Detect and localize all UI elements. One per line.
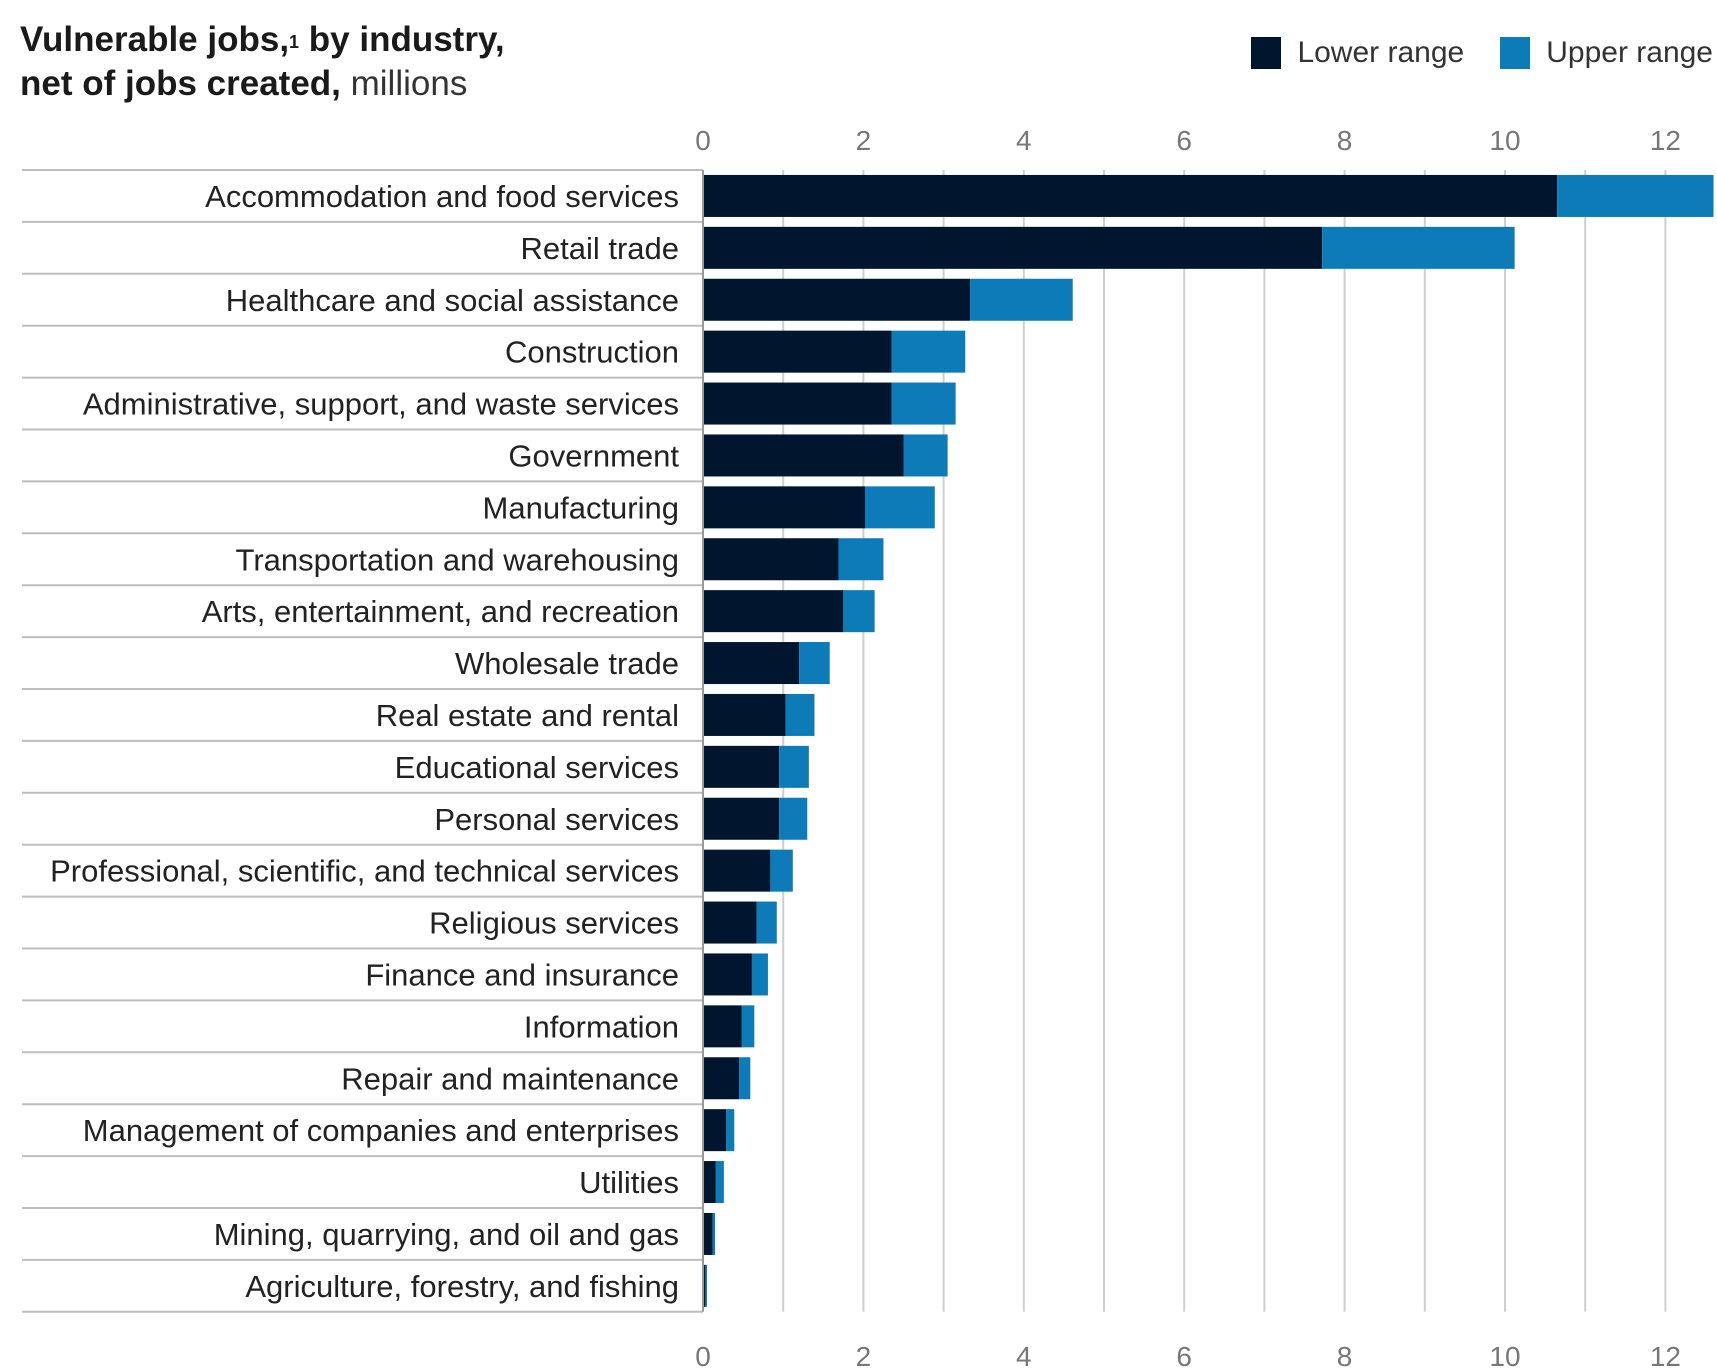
bar-upper-range bbox=[1557, 174, 1714, 217]
bar-upper-range bbox=[739, 1057, 751, 1100]
category-label: Administrative, support, and waste servi… bbox=[83, 387, 679, 422]
bar-lower-range bbox=[703, 693, 786, 736]
category-label: Information bbox=[524, 1009, 679, 1044]
category-label: Accommodation and food services bbox=[205, 179, 679, 214]
category-label: Real estate and rental bbox=[376, 698, 679, 733]
title-line-2: net of jobs created, millions bbox=[20, 62, 505, 106]
bar-lower-range bbox=[703, 1212, 713, 1255]
bar-upper-range bbox=[726, 1109, 735, 1152]
legend: Lower range Upper range bbox=[1215, 36, 1713, 70]
bar-upper-range bbox=[751, 953, 768, 996]
legend-label-upper: Upper range bbox=[1546, 36, 1713, 69]
bar-upper-range bbox=[903, 434, 948, 477]
x-tick-label-bottom: 10 bbox=[1489, 1341, 1520, 1368]
category-label: Mining, quarrying, and oil and gas bbox=[214, 1217, 679, 1252]
bar-upper-range bbox=[1322, 226, 1515, 269]
category-label: Wholesale trade bbox=[455, 646, 679, 681]
title-text-1: Vulnerable jobs, bbox=[20, 20, 290, 59]
category-label: Personal services bbox=[434, 802, 679, 837]
x-tick-label-bottom: 12 bbox=[1650, 1341, 1681, 1368]
footnote-mark: 1 bbox=[289, 32, 300, 52]
bar-upper-range bbox=[799, 642, 830, 685]
x-tick-label-bottom: 2 bbox=[856, 1341, 872, 1368]
bar-lower-range bbox=[703, 226, 1323, 269]
bar-lower-range bbox=[703, 538, 839, 581]
x-tick-label-top: 8 bbox=[1337, 125, 1353, 156]
category-label: Religious services bbox=[429, 906, 679, 941]
title-text-2: by industry, bbox=[299, 20, 505, 59]
bar-upper-range bbox=[891, 382, 956, 425]
bar-upper-range bbox=[712, 1212, 716, 1255]
bar-lower-range bbox=[703, 330, 892, 373]
category-label: Utilities bbox=[579, 1165, 679, 1200]
legend-item-upper: Upper range bbox=[1500, 36, 1713, 70]
x-tick-label-top: 2 bbox=[856, 125, 872, 156]
category-label: Agriculture, forestry, and fishing bbox=[245, 1269, 679, 1304]
bar-upper-range bbox=[865, 486, 935, 529]
category-label: Management of companies and enterprises bbox=[83, 1113, 679, 1148]
category-label: Professional, scientific, and technical … bbox=[50, 854, 679, 889]
category-label: Finance and insurance bbox=[365, 957, 679, 992]
category-label: Construction bbox=[505, 335, 679, 370]
bar-upper-range bbox=[756, 901, 777, 944]
x-tick-label-bottom: 6 bbox=[1176, 1341, 1192, 1368]
bar-lower-range bbox=[703, 1005, 742, 1048]
bar-upper-range bbox=[838, 538, 884, 581]
bar-lower-range bbox=[703, 434, 904, 477]
bar-upper-range bbox=[843, 590, 875, 633]
bar-upper-range bbox=[891, 330, 966, 373]
legend-swatch-upper bbox=[1500, 37, 1531, 69]
bar-lower-range bbox=[703, 278, 971, 321]
x-tick-label-top: 4 bbox=[1016, 125, 1032, 156]
bar-upper-range bbox=[779, 797, 808, 840]
category-label: Healthcare and social assistance bbox=[226, 283, 679, 318]
bar-lower-range bbox=[703, 486, 866, 529]
bar-lower-range bbox=[703, 745, 780, 788]
bar-lower-range bbox=[703, 1109, 727, 1152]
x-tick-label-bottom: 0 bbox=[695, 1341, 711, 1368]
category-label: Arts, entertainment, and recreation bbox=[202, 594, 679, 629]
bar-upper-range bbox=[705, 1264, 708, 1307]
category-label: Transportation and warehousing bbox=[236, 542, 679, 577]
x-tick-label-top: 6 bbox=[1176, 125, 1192, 156]
title-unit: millions bbox=[340, 64, 468, 103]
legend-item-lower: Lower range bbox=[1251, 36, 1464, 70]
title-text-3: net of jobs created, bbox=[20, 64, 341, 103]
bar-lower-range bbox=[703, 590, 844, 633]
bar-upper-range bbox=[770, 849, 793, 892]
bar-lower-range bbox=[703, 849, 771, 892]
x-tick-label-top: 12 bbox=[1650, 125, 1681, 156]
bar-lower-range bbox=[703, 1161, 716, 1204]
category-label: Manufacturing bbox=[483, 490, 679, 525]
x-tick-label-top: 10 bbox=[1489, 125, 1520, 156]
title-line-1: Vulnerable jobs,1 by industry, bbox=[20, 18, 505, 62]
bar-upper-range bbox=[779, 745, 809, 788]
bar-lower-range bbox=[703, 953, 752, 996]
chart-title: Vulnerable jobs,1 by industry, net of jo… bbox=[20, 18, 505, 106]
x-tick-label-bottom: 8 bbox=[1337, 1341, 1353, 1368]
bar-lower-range bbox=[703, 1057, 740, 1100]
bar-upper-range bbox=[715, 1161, 724, 1204]
bar-lower-range bbox=[703, 174, 1558, 217]
category-label: Repair and maintenance bbox=[341, 1061, 679, 1096]
bar-lower-range bbox=[703, 1264, 706, 1307]
x-tick-label-top: 0 bbox=[695, 125, 711, 156]
bar-lower-range bbox=[703, 642, 800, 685]
bar-lower-range bbox=[703, 901, 757, 944]
legend-swatch-lower bbox=[1251, 37, 1282, 69]
bar-lower-range bbox=[703, 382, 892, 425]
bar-lower-range bbox=[703, 797, 780, 840]
bar-upper-range bbox=[785, 693, 815, 736]
bar-upper-range bbox=[970, 278, 1073, 321]
category-label: Government bbox=[508, 438, 679, 473]
x-tick-label-bottom: 4 bbox=[1016, 1341, 1032, 1368]
bar-upper-range bbox=[741, 1005, 755, 1048]
category-label: Educational services bbox=[395, 750, 679, 785]
legend-label-lower: Lower range bbox=[1297, 36, 1465, 69]
category-label: Retail trade bbox=[520, 231, 679, 266]
